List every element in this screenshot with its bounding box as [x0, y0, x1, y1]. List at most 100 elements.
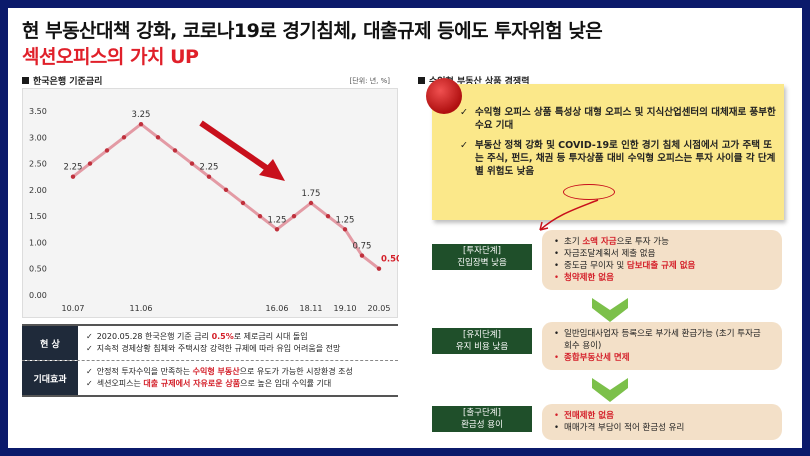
- text-span: 0.5%: [211, 332, 234, 341]
- checkmark-icon: ✓: [86, 332, 93, 341]
- stage-subtitle: 유지 비용 낮음: [455, 342, 509, 352]
- row-item: ✓ 안정적 투자수익을 만족하는 수익형 부동산으로 유도가 가능한 시장환경 조…: [86, 366, 390, 378]
- rate-point: [359, 253, 365, 258]
- x-tick-label: 16.06: [266, 304, 289, 313]
- bullet-text: 일반임대사업자 등록으로 부가세 환급가능 (초기 투자금 회수 용이): [564, 328, 770, 352]
- stage-bullet: • 종합부동산세 면제: [554, 352, 770, 364]
- text-span: 종합부동산세 면제: [564, 353, 630, 363]
- bullet-dot-icon: •: [554, 273, 560, 283]
- rate-point: [376, 266, 382, 271]
- text-span: 지속적 경제상황 침체와 주택시장 강력한 규제에 따라 유입 어려움을 전망: [96, 344, 341, 353]
- rate-point: [223, 187, 229, 193]
- text-span: 2020.05.28 한국은행 기준 금리: [96, 332, 212, 341]
- x-tick-label: 18.11: [300, 304, 323, 313]
- text-span: 일반임대사업자 등록으로 부가세 환급가능 (초기 투자금 회수 용이): [564, 329, 761, 351]
- stage-subtitle: 환금성 용이: [461, 420, 503, 430]
- rate-point: [155, 135, 161, 140]
- curved-arrow-icon: [539, 199, 599, 231]
- chevron-down-icon: [592, 378, 628, 402]
- stage-title: [유지단계]: [463, 330, 501, 340]
- stage-card: • 일반임대사업자 등록으로 부가세 환급가능 (초기 투자금 회수 용이) • 종합…: [542, 322, 782, 370]
- text-span: 섹션오피스는: [96, 379, 144, 388]
- row-body: ✓ 2020.05.28 한국은행 기준 금리 0.5%로 제로금리 시대 돌입 ✓…: [78, 326, 398, 360]
- summary-table: 현 상 ✓ 2020.05.28 한국은행 기준 금리 0.5%로 제로금리 시대 …: [22, 324, 398, 397]
- stage-label: [투자단계] 진입장벽 낮음: [432, 244, 532, 270]
- bullet-text: 전매제한 없음: [564, 410, 614, 422]
- rate-point: [104, 148, 110, 153]
- rate-point: [206, 174, 212, 179]
- note-item-text: 수익형 오피스 상품 특성상 대형 오피스 및 지식산업센터의 대체재로 풍부한…: [475, 107, 776, 131]
- checkmark-icon: ✓: [460, 140, 468, 151]
- text-span: 수익형 부동산: [192, 367, 240, 376]
- y-tick-label: 1.00: [29, 238, 47, 247]
- note-item-text: 부동산 정책 강화 및 COVID-19로 인한 경기 침체 시점에서 고가 주…: [475, 140, 776, 177]
- right-section-heading: 수익형 부동산 상품 경쟁력: [418, 74, 529, 87]
- data-label: 2.25: [64, 163, 83, 173]
- stage-bullet: • 청약제한 없음: [554, 272, 770, 284]
- bullet-text: 중도금 무이자 및 담보대출 규제 없음: [564, 260, 695, 272]
- row-body: ✓ 안정적 투자수익을 만족하는 수익형 부동산으로 유도가 가능한 시장환경 조…: [78, 361, 398, 395]
- text-span: 대출 규제에서 자유로운 상품: [143, 379, 241, 388]
- square-bullet-icon: [418, 77, 425, 84]
- rate-point: [325, 213, 331, 219]
- stage-bullet: • 전매제한 없음: [554, 410, 770, 422]
- rate-point: [342, 227, 348, 232]
- left-section-heading: 한국은행 기준금리: [22, 74, 102, 87]
- x-tick-label: 20.05: [368, 304, 391, 313]
- bullet-text: 초기 소액 자금으로 투자 가능: [564, 236, 669, 248]
- text-span: 으로 투자 가능: [616, 237, 669, 247]
- unit-label: [단위: 년, %]: [349, 77, 390, 85]
- row-item: ✓ 섹션오피스는 대출 규제에서 자유로운 상품으로 높은 임대 수익률 기대: [86, 378, 390, 390]
- row-item-text: 2020.05.28 한국은행 기준 금리 0.5%로 제로금리 시대 돌입: [97, 331, 308, 343]
- y-tick-label: 1.50: [29, 212, 47, 221]
- data-label: 0.75: [353, 242, 372, 252]
- checkmark-icon: ✓: [86, 379, 93, 388]
- square-bullet-icon: [22, 77, 29, 84]
- note-item: ✓ 부동산 정책 강화 및 COVID-19로 인한 경기 침체 시점에서 고가 …: [460, 139, 776, 178]
- text-span: 초기: [564, 237, 583, 247]
- highlight-ellipse: [563, 184, 615, 200]
- checkmark-icon: ✓: [460, 107, 468, 118]
- headline-highlight: 섹션오피스의 가치 UP: [22, 46, 199, 68]
- x-tick-label: 19.10: [334, 304, 357, 313]
- sticky-note-list: ✓ 수익형 오피스 상품 특성상 대형 오피스 및 지식산업센터의 대체재로 풍부…: [460, 106, 776, 185]
- bullet-dot-icon: •: [554, 237, 560, 247]
- text-span: 으로 높은 임대 수익률 기대: [240, 379, 332, 388]
- trend-arrow-shaft: [199, 120, 273, 174]
- y-tick-label: 3.50: [29, 107, 47, 116]
- stage-subtitle: 진입장벽 낮음: [457, 258, 507, 268]
- x-tick-label: 11.06: [130, 304, 153, 313]
- bullet-dot-icon: •: [554, 411, 560, 421]
- row-item: ✓ 지속적 경제상황 침체와 주택시장 강력한 규제에 따라 유입 어려움을 전망: [86, 343, 390, 355]
- stage-label: [유지단계] 유지 비용 낮음: [432, 328, 532, 354]
- right-section-title: 수익형 부동산 상품 경쟁력: [429, 77, 530, 87]
- text-span: 중도금 무이자 및: [564, 261, 627, 271]
- text-span: 로 제로금리 시대 돌입: [233, 332, 308, 341]
- x-tick-label: 10.07: [62, 304, 85, 313]
- bullet-text: 청약제한 없음: [564, 272, 614, 284]
- row-item-text: 지속적 경제상황 침체와 주택시장 강력한 규제에 따라 유입 어려움을 전망: [97, 343, 341, 355]
- rate-point: [291, 213, 297, 219]
- bullet-dot-icon: •: [554, 329, 560, 339]
- rate-chart: 3.50 3.00 2.50 2.00 1.50 1.00 0.50 0.00 10.07 11.…: [22, 88, 399, 318]
- table-row: 현 상 ✓ 2020.05.28 한국은행 기준 금리 0.5%로 제로금리 시대 …: [22, 324, 398, 361]
- data-label: 3.25: [132, 110, 151, 120]
- stage-bullet: • 자금조달계획서 제출 없음: [554, 248, 770, 260]
- stage-bullet: • 초기 소액 자금으로 투자 가능: [554, 236, 770, 248]
- stage-card: • 전매제한 없음 • 매매가격 부담이 적어 환금성 유리: [542, 404, 782, 440]
- note-item: ✓ 수익형 오피스 상품 특성상 대형 오피스 및 지식산업센터의 대체재로 풍부…: [460, 106, 776, 132]
- chevron-down-icon: [592, 298, 628, 322]
- stage-label: [출구단계] 환금성 용이: [432, 406, 532, 432]
- headline: 현 부동산대책 강화, 코로나19로 경기침체, 대출규제 등에도 투자위험 낮…: [22, 20, 603, 42]
- text-span: 담보대출 규제 없음: [626, 261, 696, 271]
- stage-title: [투자단계]: [463, 246, 501, 256]
- y-tick-label: 2.00: [29, 186, 47, 195]
- rate-point: [240, 200, 246, 206]
- stage-bullet: • 중도금 무이자 및 담보대출 규제 없음: [554, 260, 770, 272]
- rate-point: [138, 121, 144, 127]
- trend-arrow-head: [259, 159, 285, 181]
- text-span: 소액 자금: [582, 237, 617, 247]
- bullet-text: 자금조달계획서 제출 없음: [564, 248, 655, 260]
- text-span: 전매제한 없음: [564, 411, 614, 421]
- rate-point: [87, 161, 93, 166]
